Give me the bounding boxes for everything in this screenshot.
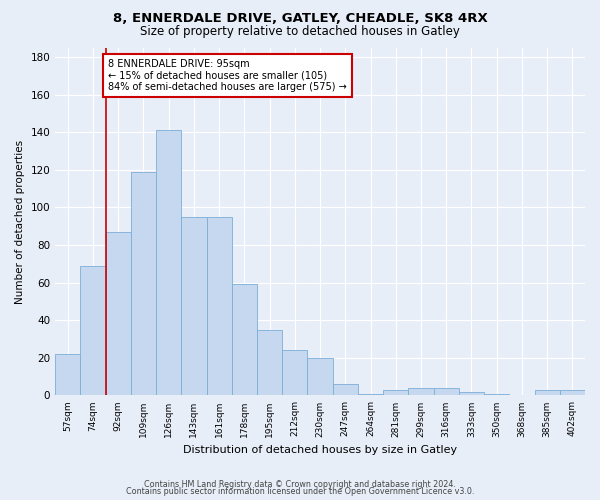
Bar <box>55 354 80 396</box>
Bar <box>181 217 206 396</box>
Bar <box>206 217 232 396</box>
Bar <box>257 330 282 396</box>
Bar <box>383 390 409 396</box>
Text: Contains HM Land Registry data © Crown copyright and database right 2024.: Contains HM Land Registry data © Crown c… <box>144 480 456 489</box>
Text: 8, ENNERDALE DRIVE, GATLEY, CHEADLE, SK8 4RX: 8, ENNERDALE DRIVE, GATLEY, CHEADLE, SK8… <box>113 12 487 26</box>
Text: Contains public sector information licensed under the Open Government Licence v3: Contains public sector information licen… <box>126 488 474 496</box>
Bar <box>232 284 257 396</box>
Bar <box>358 394 383 396</box>
Text: 8 ENNERDALE DRIVE: 95sqm
← 15% of detached houses are smaller (105)
84% of semi-: 8 ENNERDALE DRIVE: 95sqm ← 15% of detach… <box>108 59 347 92</box>
Bar <box>131 172 156 396</box>
Bar <box>106 232 131 396</box>
Bar <box>560 390 585 396</box>
Bar <box>282 350 307 396</box>
Bar <box>535 390 560 396</box>
Bar <box>307 358 332 396</box>
Bar <box>332 384 358 396</box>
X-axis label: Distribution of detached houses by size in Gatley: Distribution of detached houses by size … <box>183 445 457 455</box>
Text: Size of property relative to detached houses in Gatley: Size of property relative to detached ho… <box>140 25 460 38</box>
Bar <box>459 392 484 396</box>
Bar <box>434 388 459 396</box>
Y-axis label: Number of detached properties: Number of detached properties <box>15 140 25 304</box>
Bar <box>156 130 181 396</box>
Bar <box>80 266 106 396</box>
Bar <box>409 388 434 396</box>
Bar <box>484 394 509 396</box>
